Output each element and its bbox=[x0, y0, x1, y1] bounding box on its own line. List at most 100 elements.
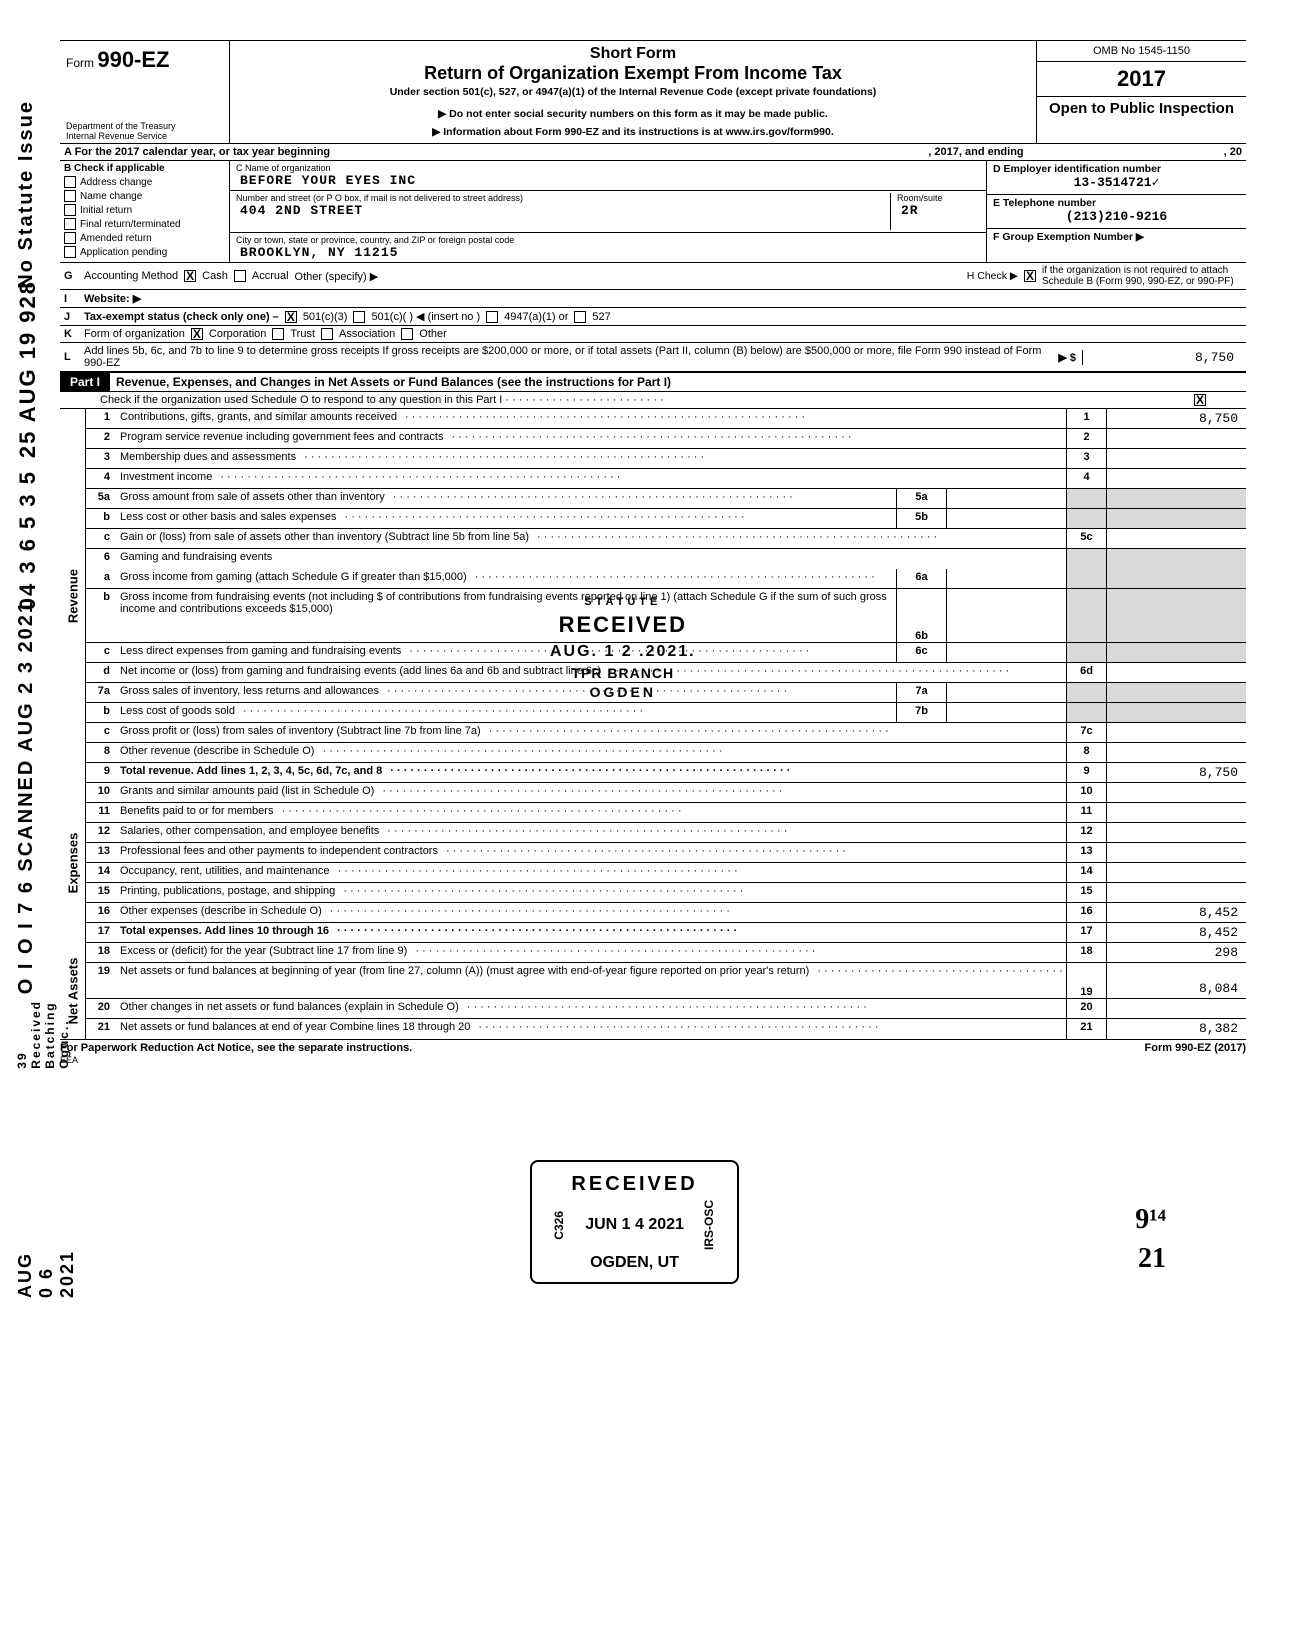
g-other: Other (specify) ▶ bbox=[295, 270, 379, 283]
line-16: 16Other expenses (describe in Schedule O… bbox=[86, 903, 1246, 923]
form-header: Form 990-EZ Department of the Treasury I… bbox=[60, 40, 1246, 144]
row-i-website: I Website: ▶ bbox=[60, 290, 1246, 308]
line-5c: cGain or (loss) from sale of assets othe… bbox=[86, 529, 1246, 549]
stamp-scanned: SCANNED AUG 2 3 2021 bbox=[15, 600, 38, 872]
ssn-warning: Do not enter social security numbers on … bbox=[238, 108, 1028, 120]
stamp-irs-osc: IRS-OSC bbox=[700, 1200, 719, 1250]
stamp-received-statute: STATUTE RECEIVED AUG. 1 2 .2021. TPR BRA… bbox=[550, 595, 696, 703]
g-label: Accounting Method bbox=[84, 270, 178, 282]
title-return: Return of Organization Exempt From Incom… bbox=[238, 63, 1028, 84]
omb-number: OMB No 1545-1150 bbox=[1037, 41, 1246, 62]
label-net-assets: Net Assets bbox=[60, 943, 86, 1039]
section-c-org: C Name of organization BEFORE YOUR EYES … bbox=[230, 161, 986, 262]
info-url: Information about Form 990-EZ and its in… bbox=[238, 126, 1028, 138]
org-address: 404 2ND STREET bbox=[236, 203, 890, 218]
c-addr-label: Number and street (or P O box, if mail i… bbox=[236, 193, 890, 203]
row-a-label: A For the 2017 calendar year, or tax yea… bbox=[64, 146, 330, 158]
chk-trust[interactable] bbox=[272, 328, 284, 340]
l-value: 8,750 bbox=[1082, 350, 1242, 365]
row-h-check: H Check ▶ if the organization is not req… bbox=[967, 265, 1242, 287]
form-number: Form 990-EZ bbox=[66, 47, 223, 73]
stamp-olc: O I O I 7 6 bbox=[15, 880, 38, 994]
row-a-tax-year: A For the 2017 calendar year, or tax yea… bbox=[60, 144, 1246, 161]
line-9: 9Total revenue. Add lines 1, 2, 3, 4, 5c… bbox=[86, 763, 1246, 783]
line-11: 11Benefits paid to or for members11 bbox=[86, 803, 1246, 823]
chk-accrual[interactable] bbox=[234, 270, 246, 282]
line-5a: 5aGross amount from sale of assets other… bbox=[86, 489, 1246, 509]
footer-notice: For Paperwork Reduction Act Notice, see … bbox=[60, 1042, 412, 1054]
stamp-city: OGDEN, UT bbox=[550, 1250, 719, 1276]
chk-initial-return[interactable]: Initial return bbox=[64, 204, 225, 216]
row-g-accounting: G Accounting Method Cash Accrual Other (… bbox=[60, 263, 1246, 290]
chk-other-org[interactable] bbox=[401, 328, 413, 340]
line-5b: bLess cost or other basis and sales expe… bbox=[86, 509, 1246, 529]
line-10: 10Grants and similar amounts paid (list … bbox=[86, 783, 1246, 803]
label-expenses: Expenses bbox=[60, 783, 86, 943]
line-17: 17Total expenses. Add lines 10 through 1… bbox=[86, 923, 1246, 943]
i-label: Website: ▶ bbox=[84, 292, 141, 305]
line-14: 14Occupancy, rent, utilities, and mainte… bbox=[86, 863, 1246, 883]
entity-block: B Check if applicable Address change Nam… bbox=[60, 161, 1246, 263]
chk-address-change[interactable]: Address change bbox=[64, 176, 225, 188]
chk-501c[interactable] bbox=[353, 311, 365, 323]
row-a-mid: , 2017, and ending bbox=[928, 146, 1023, 158]
line-18: 18Excess or (deficit) for the year (Subt… bbox=[86, 943, 1246, 963]
chk-final-return[interactable]: Final return/terminated bbox=[64, 218, 225, 230]
tax-year: 2017 bbox=[1037, 62, 1246, 97]
section-b-checkboxes: B Check if applicable Address change Nam… bbox=[60, 161, 230, 262]
line-2: 2Program service revenue including gover… bbox=[86, 429, 1246, 449]
section-def: D Employer identification number 13-3514… bbox=[986, 161, 1246, 262]
open-to-public: Open to Public Inspection bbox=[1037, 97, 1246, 122]
chk-4947[interactable] bbox=[486, 311, 498, 323]
row-l-gross-receipts: L Add lines 5b, 6c, and 7b to line 9 to … bbox=[60, 343, 1246, 372]
line-4: 4Investment income4 bbox=[86, 469, 1246, 489]
form-label: Form bbox=[66, 56, 94, 70]
header-center: Short Form Return of Organization Exempt… bbox=[230, 41, 1036, 143]
l-arrow: ▶ $ bbox=[1058, 351, 1076, 364]
chk-application-pending[interactable]: Application pending bbox=[64, 246, 225, 258]
section-expenses: Expenses 10Grants and similar amounts pa… bbox=[60, 783, 1246, 943]
k-label: Form of organization bbox=[84, 328, 185, 340]
chk-501c3[interactable] bbox=[285, 311, 297, 323]
footer-form-ref: Form 990-EZ (2017) bbox=[1145, 1042, 1246, 1066]
line-21: 21Net assets or fund balances at end of … bbox=[86, 1019, 1246, 1039]
subtitle: Under section 501(c), 527, or 4947(a)(1)… bbox=[238, 86, 1028, 98]
j-label: Tax-exempt status (check only one) – bbox=[84, 311, 279, 323]
part-i-title: Revenue, Expenses, and Changes in Net As… bbox=[110, 373, 1246, 391]
row-a-end: , 20 bbox=[1224, 146, 1242, 158]
chk-schedule-o[interactable] bbox=[1194, 394, 1206, 406]
stamp-date1: 25 AUG 19 928 bbox=[15, 280, 41, 458]
label-revenue: Revenue bbox=[60, 409, 86, 783]
line-7b: bLess cost of goods sold7b bbox=[86, 703, 1246, 723]
part-i-sub-text: Check if the organization used Schedule … bbox=[100, 394, 502, 406]
line-1: 1Contributions, gifts, grants, and simil… bbox=[86, 409, 1246, 429]
line-7c: cGross profit or (loss) from sales of in… bbox=[86, 723, 1246, 743]
stamp-dln: 04 3 6 5 3 5 bbox=[15, 470, 41, 610]
chk-corporation[interactable] bbox=[191, 328, 203, 340]
b-label: B Check if applicable bbox=[64, 163, 225, 174]
chk-h-not-required[interactable] bbox=[1024, 270, 1036, 282]
chk-527[interactable] bbox=[574, 311, 586, 323]
room-value: 2R bbox=[897, 203, 980, 218]
c-name-label: C Name of organization bbox=[236, 163, 980, 173]
d-ein-label: D Employer identification number bbox=[993, 163, 1240, 175]
header-right: OMB No 1545-1150 2017 Open to Public Ins… bbox=[1036, 41, 1246, 143]
form-990ez: No Statute Issue 25 AUG 19 928 04 3 6 5 … bbox=[30, 40, 1246, 1066]
line-15: 15Printing, publications, postage, and s… bbox=[86, 883, 1246, 903]
chk-cash[interactable] bbox=[184, 270, 196, 282]
header-left: Form 990-EZ Department of the Treasury I… bbox=[60, 41, 230, 143]
chk-name-change[interactable]: Name change bbox=[64, 190, 225, 202]
dept-treasury: Department of the Treasury Internal Reve… bbox=[66, 121, 223, 141]
stamp-c326: C326 bbox=[550, 1211, 569, 1240]
chk-association[interactable] bbox=[321, 328, 333, 340]
ein-value: 13-3514721✓ bbox=[993, 175, 1240, 190]
form-no-value: 990-EZ bbox=[97, 47, 169, 72]
line-19: 19Net assets or fund balances at beginni… bbox=[86, 963, 1246, 999]
handwritten-notes: 9¹⁴ 21 bbox=[1135, 1200, 1166, 1278]
chk-amended[interactable]: Amended return bbox=[64, 232, 225, 244]
h-tail: if the organization is not required to a… bbox=[1042, 265, 1242, 287]
stamp-received-ogden: RECEIVED C326 JUN 1 4 2021 IRS-OSC OGDEN… bbox=[530, 1160, 739, 1284]
part-i-schedule-o: Check if the organization used Schedule … bbox=[60, 392, 1246, 409]
title-short-form: Short Form bbox=[238, 45, 1028, 63]
c-city-label: City or town, state or province, country… bbox=[236, 235, 980, 245]
